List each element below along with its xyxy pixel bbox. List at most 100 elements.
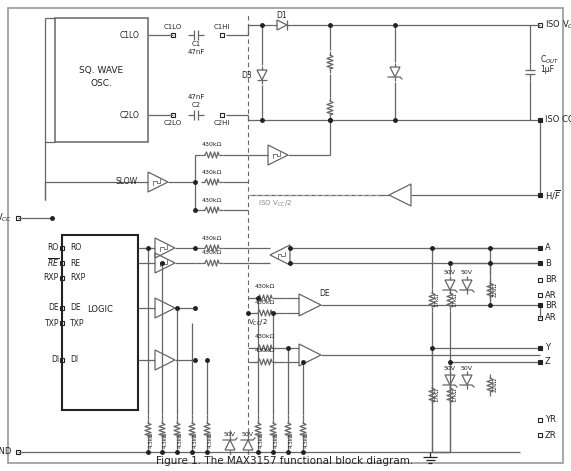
Text: 4.3kΩ: 4.3kΩ [208,432,213,448]
Text: GND: GND [0,447,12,456]
Text: RO: RO [48,244,59,252]
Bar [60,306,65,310]
Text: DE: DE [320,289,330,298]
Text: 226Ω: 226Ω [493,378,497,392]
Text: Y: Y [545,343,550,352]
Text: 50V: 50V [461,270,473,276]
Text: 50V: 50V [224,432,236,438]
Bar [538,193,542,197]
Text: RO: RO [70,244,81,252]
Text: 4.3kΩ: 4.3kΩ [304,432,309,448]
Text: C1LO: C1LO [120,31,140,40]
Text: 430kΩ: 430kΩ [202,143,222,147]
Text: C$_{OUT}$: C$_{OUT}$ [540,54,559,66]
Bar [60,261,65,265]
Text: D1: D1 [277,10,287,19]
Text: 4.3kΩ: 4.3kΩ [163,432,168,448]
Text: 47nF: 47nF [187,49,204,55]
Text: V$_{CC}$: V$_{CC}$ [0,212,12,224]
Bar [538,303,542,307]
Bar [171,113,175,117]
Text: AR: AR [545,291,557,300]
Text: RXP: RXP [70,274,85,283]
Text: TXP: TXP [45,318,59,327]
Text: LOGIC: LOGIC [87,306,113,315]
Text: OSC.: OSC. [91,80,112,89]
Text: D3: D3 [242,71,252,80]
Text: 50V: 50V [461,365,473,371]
Text: 50V: 50V [444,270,456,276]
Bar [538,23,542,27]
Text: 4.3kΩ: 4.3kΩ [259,432,264,448]
Bar [538,360,542,364]
Bar [538,418,542,422]
Bar [16,450,20,454]
Text: Z: Z [545,357,551,366]
Text: 430kΩ: 430kΩ [202,197,222,203]
Text: 47nF: 47nF [187,94,204,100]
Text: 4.3kΩ: 4.3kΩ [289,432,294,448]
Text: 17kΩ: 17kΩ [435,388,440,402]
Text: Figure 1. The MAX3157 functional block diagram.: Figure 1. The MAX3157 functional block d… [156,456,413,466]
Text: ISO V$_{CC}$: ISO V$_{CC}$ [545,19,571,31]
Text: C2HI: C2HI [214,120,230,126]
Bar [60,358,65,362]
Text: YR: YR [545,415,556,424]
Text: C2LO: C2LO [164,120,182,126]
Bar [55,18,148,142]
Bar [538,261,542,265]
Bar [538,346,542,350]
Text: DE: DE [70,303,81,312]
Text: AR: AR [545,314,557,323]
Text: 430kΩ: 430kΩ [202,251,222,255]
Text: C1LO: C1LO [164,24,182,30]
Text: RE: RE [70,259,80,268]
Bar [538,316,542,320]
Text: A: A [545,244,551,252]
Text: 430kΩ: 430kΩ [255,349,275,354]
Text: C2LO: C2LO [120,111,140,120]
Text: V$_{CC}$/2: V$_{CC}$/2 [248,318,268,328]
Text: BR: BR [545,276,557,284]
Bar [538,433,542,437]
Text: 4.3kΩ: 4.3kΩ [193,432,198,448]
Text: $\overline{RE}$: $\overline{RE}$ [47,257,59,269]
Text: 4.3kΩ: 4.3kΩ [274,432,279,448]
Text: 50V: 50V [444,365,456,371]
Text: C1: C1 [191,41,200,47]
Text: 430kΩ: 430kΩ [255,300,275,304]
Text: SQ. WAVE: SQ. WAVE [79,65,123,74]
Text: DI: DI [51,356,59,365]
Text: DI: DI [70,356,78,365]
Text: 1μF: 1μF [540,65,554,74]
Text: 430kΩ: 430kΩ [255,334,275,340]
Text: C2: C2 [191,102,200,108]
Text: SLOW: SLOW [116,178,138,187]
Bar [16,216,20,220]
Text: ISO V$_{CC}$/2: ISO V$_{CC}$/2 [258,199,292,209]
Text: 17kΩ: 17kΩ [452,388,457,402]
Text: 50V: 50V [242,432,254,438]
Text: 17kΩ: 17kΩ [452,293,457,307]
Text: C1HI: C1HI [214,24,230,30]
Text: BR: BR [545,300,557,309]
Text: 226Ω: 226Ω [493,283,497,297]
Text: 430kΩ: 430kΩ [255,284,275,290]
Text: RXP: RXP [44,274,59,283]
Text: 430kΩ: 430kΩ [202,170,222,174]
Text: DE: DE [49,303,59,312]
Text: B: B [545,259,551,268]
Text: 4.3kΩ: 4.3kΩ [149,432,154,448]
Text: 430kΩ: 430kΩ [202,236,222,241]
Bar [538,278,542,282]
Bar [60,246,65,250]
Bar [60,321,65,325]
Bar [538,293,542,297]
Bar [62,235,138,410]
Text: 17kΩ: 17kΩ [435,293,440,307]
Bar [538,246,542,250]
Bar [171,33,175,37]
Bar [538,118,542,122]
Bar [220,113,224,117]
Text: H/$\overline{F}$: H/$\overline{F}$ [545,188,561,202]
